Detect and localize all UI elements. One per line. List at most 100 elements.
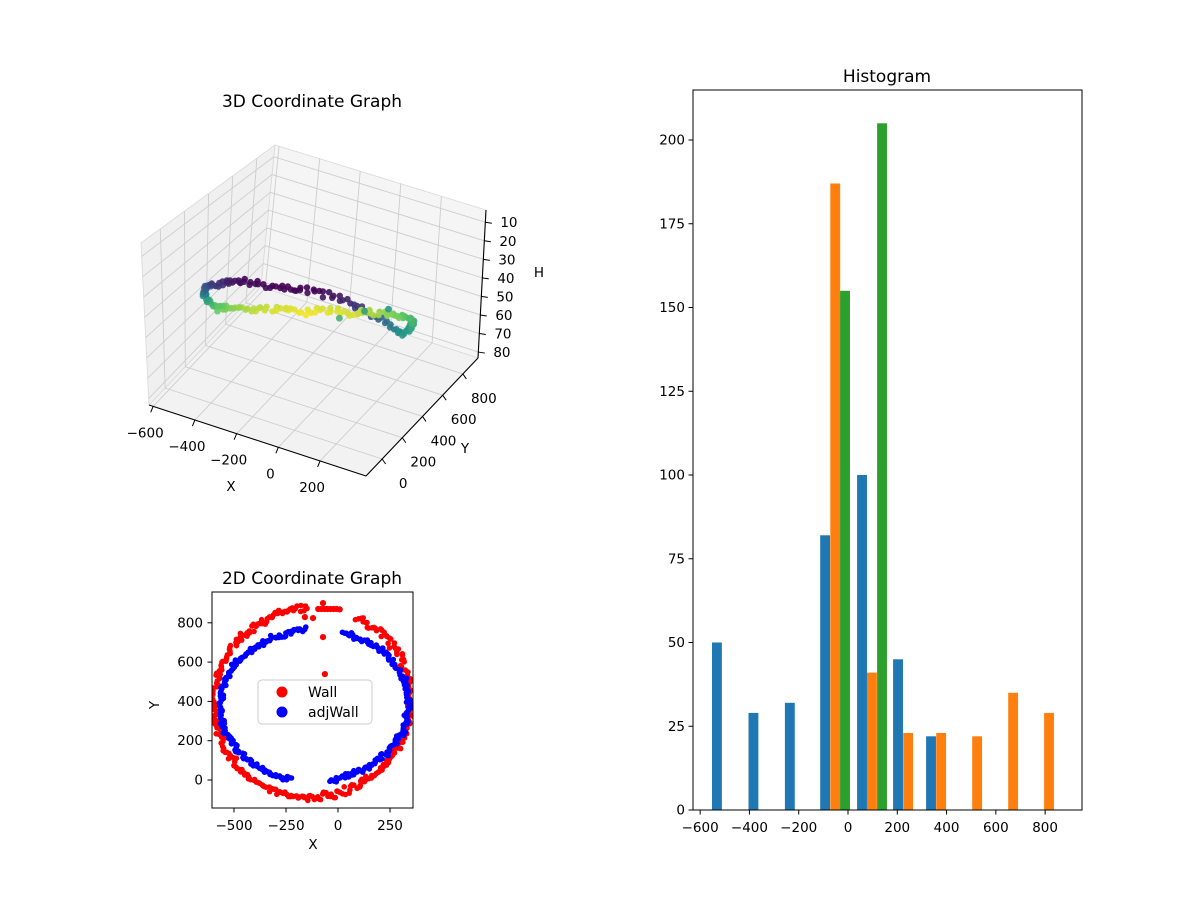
tick-label: 200 — [410, 455, 436, 471]
tick-label: −600 — [127, 425, 164, 441]
axis-line — [148, 404, 367, 477]
tick-label: 80 — [493, 345, 510, 361]
tick-mark — [462, 373, 467, 380]
grid-line — [141, 156, 275, 257]
tick-label: 0 — [194, 773, 203, 789]
plot3d-scatter-points — [199, 275, 418, 339]
scatter3d-point — [319, 288, 327, 295]
tick-mark — [191, 419, 196, 427]
grid-line — [159, 228, 166, 389]
tick-mark — [401, 437, 407, 444]
histogram-bar — [784, 702, 795, 810]
tick-label: 200 — [659, 133, 685, 149]
scatter3d-point — [302, 311, 310, 319]
tick-mark — [484, 240, 491, 243]
tick-label: 200 — [177, 733, 203, 749]
grid-line — [225, 323, 443, 396]
scatter-point — [309, 615, 317, 622]
tick-mark — [482, 277, 489, 280]
scatter3d-point — [325, 289, 333, 296]
plot2d-tick-labels: −500 −250 0 250 0 200 400 600 800 — [177, 615, 403, 834]
tick-mark — [422, 416, 427, 422]
grid-line — [165, 387, 383, 460]
grid-line — [184, 211, 186, 367]
scatter-point — [378, 633, 385, 640]
scatter-point — [213, 672, 219, 678]
grid-line — [148, 280, 262, 399]
grid-line — [194, 301, 308, 421]
scatter3d-point — [229, 279, 236, 286]
tick-mark — [317, 460, 321, 468]
tick-label: −200 — [780, 820, 817, 836]
grid-line — [306, 158, 321, 303]
scatter-point — [302, 603, 309, 609]
tick-mark — [480, 314, 487, 317]
scatter-point — [403, 675, 410, 682]
grid-line — [271, 174, 485, 242]
tick-label: 600 — [451, 412, 477, 428]
tick-label: 0 — [676, 803, 685, 819]
scatter3d-point — [324, 309, 331, 316]
scatter-point — [233, 642, 240, 649]
scatter-point — [251, 628, 257, 635]
tick-label: 250 — [377, 818, 403, 834]
tick-label: 30 — [498, 252, 515, 268]
scatter-point — [332, 794, 339, 801]
tick-label: −600 — [682, 820, 719, 836]
histogram-bar — [926, 736, 936, 810]
histogram-plot: −600 −400 −200 0 200 400 600 800 0 25 50 75 100 125 15… — [659, 67, 1083, 837]
histogram-bar — [820, 535, 831, 810]
scatter-point — [351, 636, 357, 642]
axis-line — [365, 357, 479, 477]
plot3d-title: 3D Coordinate Graph — [222, 92, 402, 112]
histogram-tick-labels: −600 −400 −200 0 200 400 600 800 0 25 50 75 100 125 15… — [659, 133, 1058, 837]
grid-line — [225, 175, 234, 325]
tick-label: 400 — [177, 694, 203, 710]
tick-mark — [381, 458, 387, 465]
tick-mark — [442, 394, 447, 401]
grid-line — [142, 174, 273, 278]
scatter-point — [305, 797, 311, 804]
tick-label: 600 — [177, 655, 203, 671]
scatter3d-point — [214, 308, 221, 315]
tick-label: 800 — [471, 391, 497, 407]
histogram-bar — [1008, 692, 1019, 810]
scatter-point — [341, 784, 348, 790]
scatter-point — [364, 624, 371, 631]
scatter-point — [225, 755, 232, 762]
tick-label: 0 — [399, 476, 408, 492]
scatter3d-point — [336, 314, 343, 322]
histogram-area — [693, 90, 1082, 810]
histogram-bar — [972, 736, 983, 810]
tick-label: 40 — [497, 271, 514, 287]
scatter3d-point — [261, 307, 268, 314]
scatter3d-point — [319, 294, 327, 301]
tick-label: 25 — [668, 719, 685, 735]
scatter-point — [385, 640, 391, 647]
scatter-point — [301, 614, 308, 621]
tick-label: 75 — [668, 551, 685, 567]
histogram-bar — [936, 733, 947, 810]
scatter-point — [228, 741, 235, 747]
histogram-bar — [867, 672, 877, 810]
scatter-point — [352, 616, 359, 623]
tick-label: 800 — [1032, 820, 1058, 836]
scatter3d-point — [296, 309, 303, 316]
grid-line — [270, 191, 484, 260]
scatter-point — [399, 651, 406, 657]
scatter3d-point — [354, 310, 362, 317]
tick-mark — [485, 221, 492, 224]
scatter-point — [336, 606, 343, 613]
tick-mark — [481, 295, 488, 298]
scatter-point — [357, 782, 364, 789]
grid-line — [264, 146, 280, 289]
histogram-bar — [712, 642, 722, 810]
scatter-point — [279, 610, 286, 617]
plot3d-axis-lines — [148, 209, 492, 477]
scatter3d-point — [247, 278, 254, 286]
tick-mark — [150, 406, 154, 413]
grid-line — [236, 315, 349, 434]
tick-mark — [479, 333, 486, 336]
